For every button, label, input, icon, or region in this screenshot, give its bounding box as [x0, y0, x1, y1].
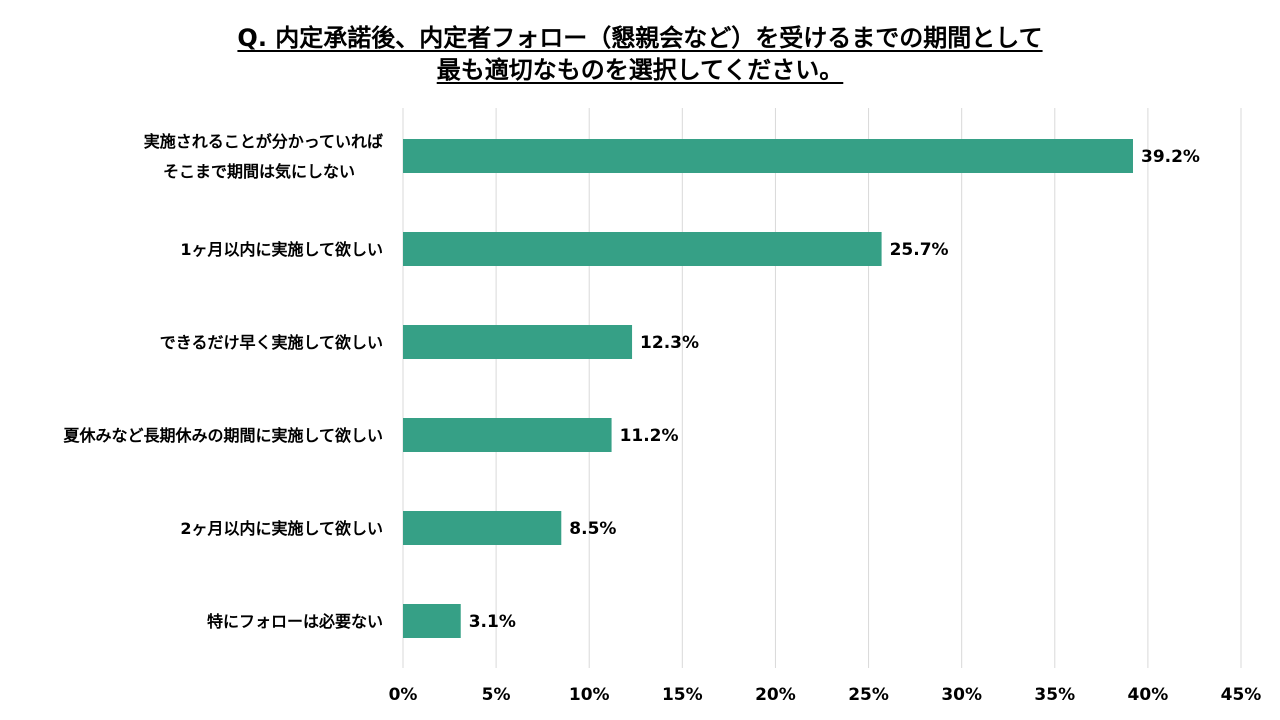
category-label: 夏休みなど長期休みの期間に実施して欲しい — [62, 426, 383, 445]
x-tick-label: 30% — [941, 685, 982, 705]
bar — [403, 604, 461, 638]
chart-title-line-2: 最も適切なものを選択してください。 — [436, 56, 844, 84]
x-tick-label: 0% — [389, 685, 418, 705]
bar — [403, 139, 1133, 173]
x-tick-label: 15% — [662, 685, 703, 705]
bar — [403, 418, 612, 452]
category-label: 特にフォローは必要ない — [207, 612, 383, 631]
category-label: 1ヶ月以内に実施して欲しい — [180, 240, 383, 259]
category-label: 実施されることが分かっていれば — [144, 132, 383, 151]
value-label: 11.2% — [620, 426, 679, 446]
x-tick-label: 5% — [482, 685, 511, 705]
value-label: 12.3% — [640, 333, 699, 353]
category-label: 2ヶ月以内に実施して欲しい — [180, 519, 383, 538]
x-tick-label: 25% — [848, 685, 889, 705]
chart-title: Q. 内定承諾後、内定者フォロー（懇親会など）を受けるまでの期間として 最も適切… — [0, 22, 1280, 86]
value-label: 3.1% — [469, 612, 516, 632]
x-tick-label: 40% — [1128, 685, 1169, 705]
bar — [403, 511, 562, 545]
value-label: 8.5% — [569, 519, 616, 539]
x-tick-label: 35% — [1034, 685, 1075, 705]
bar — [403, 325, 633, 359]
x-tick-label: 10% — [569, 685, 610, 705]
x-tick-label: 45% — [1221, 685, 1262, 705]
category-label: そこまで期間は気にしない — [163, 162, 355, 181]
value-label: 39.2% — [1141, 147, 1200, 167]
value-label: 25.7% — [890, 240, 949, 260]
x-tick-label: 20% — [755, 685, 796, 705]
chart-title-line-1: Q. 内定承諾後、内定者フォロー（懇親会など）を受けるまでの期間として — [237, 24, 1043, 52]
bar — [403, 232, 882, 266]
category-label: できるだけ早く実施して欲しい — [160, 333, 383, 352]
